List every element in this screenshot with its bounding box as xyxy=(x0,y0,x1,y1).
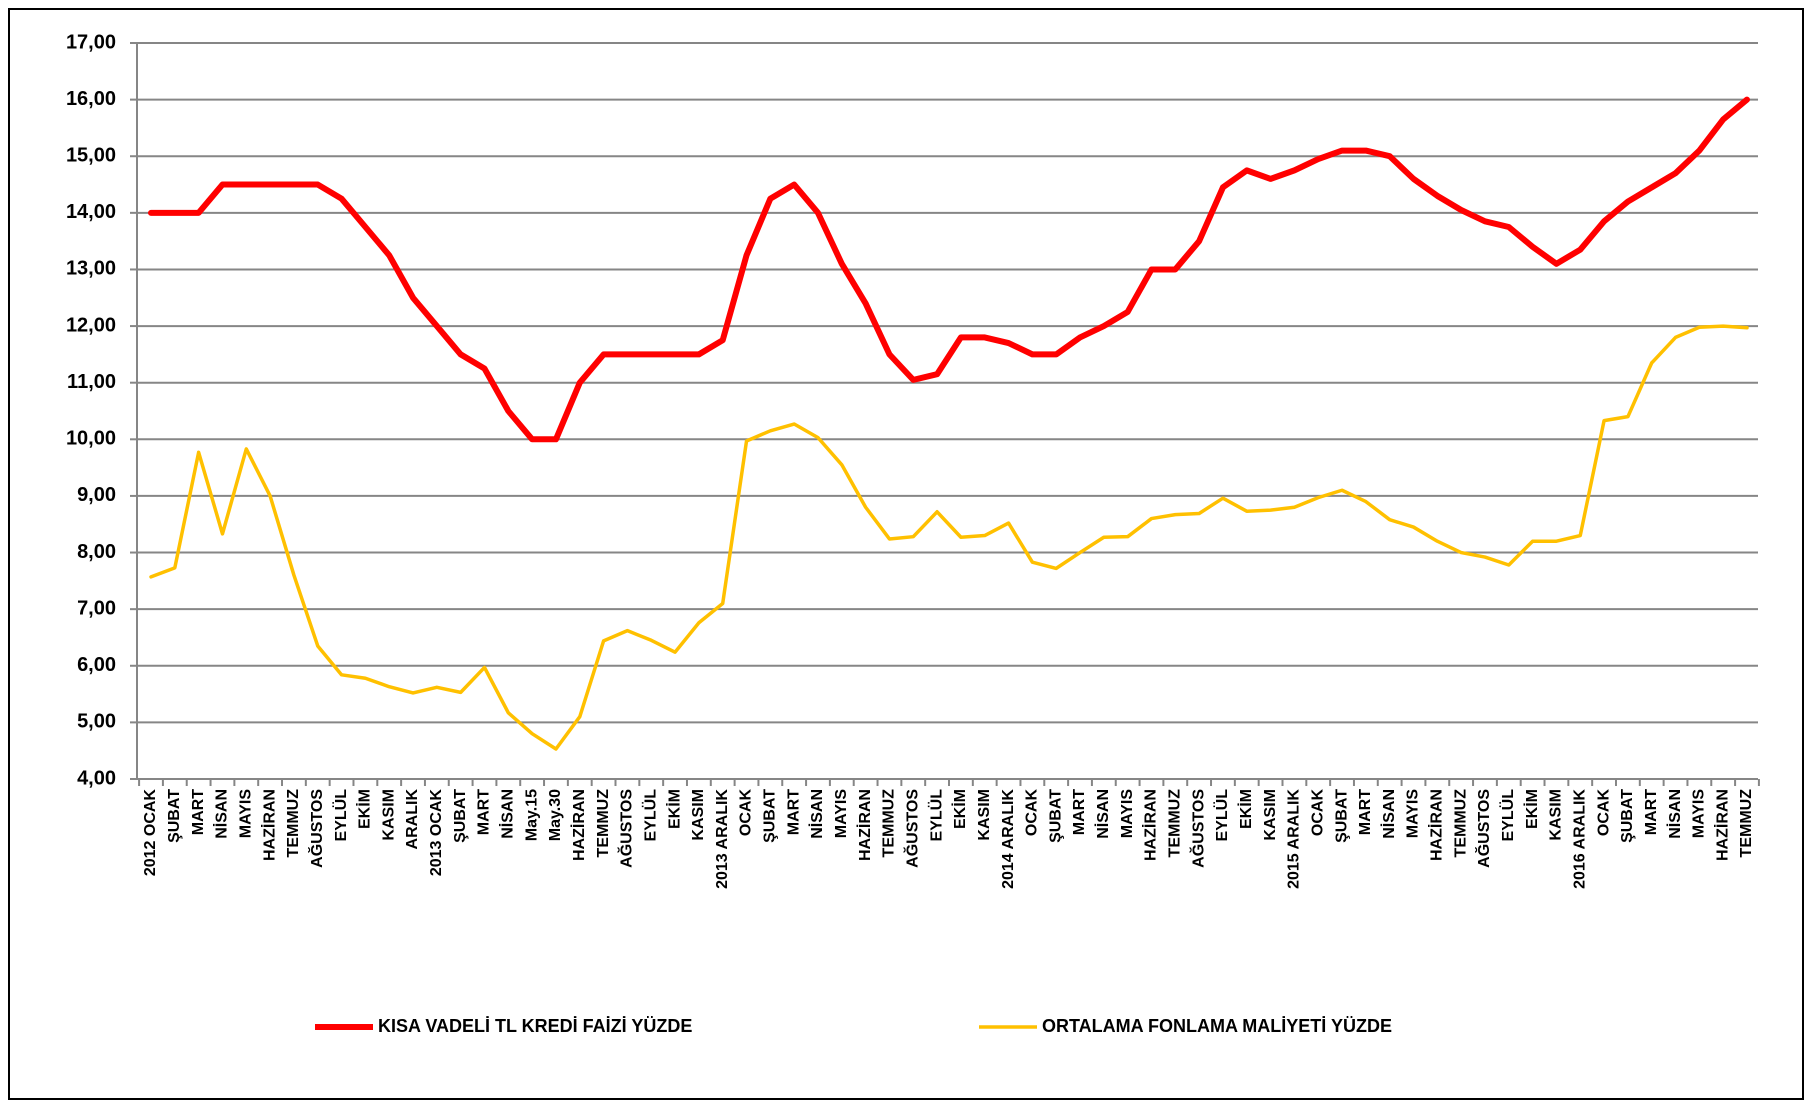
legend-label: ORTALAMA FONLAMA MALİYETİ YÜZDE xyxy=(1042,1016,1392,1036)
x-tick-label: May.15 xyxy=(523,789,540,841)
x-tick-label: EYLÜL xyxy=(1212,789,1231,842)
chart-border xyxy=(8,8,1804,1100)
x-tick-label: AĞUSTOS xyxy=(617,789,636,868)
x-tick-label: MART xyxy=(1071,789,1088,835)
x-tick-label: OCAK xyxy=(738,789,755,837)
x-tick-label: ŞUBAT xyxy=(1047,789,1064,843)
x-tick-label: KASIM xyxy=(976,789,993,841)
y-tick-label: 17,00 xyxy=(66,31,116,53)
x-tick-label: HAZİRAN xyxy=(1142,789,1160,861)
y-tick-label: 5,00 xyxy=(77,711,116,733)
x-tick-label: MART xyxy=(476,789,493,835)
x-tick-label: KASIM xyxy=(1548,789,1565,841)
x-tick-label: HAZİRAN xyxy=(1713,789,1731,861)
x-tick-label: TEMMUZ xyxy=(1738,789,1755,858)
x-tick-label: EKİM xyxy=(356,789,374,829)
x-tick-label: MART xyxy=(785,789,802,835)
x-tick-label: May.30 xyxy=(547,789,564,841)
x-tick-label: TEMMUZ xyxy=(881,789,898,858)
x-tick-label: MART xyxy=(1357,789,1374,835)
x-tick-label: MART xyxy=(190,789,207,835)
series-line xyxy=(148,96,1750,443)
x-tick-label: MAYIS xyxy=(833,789,850,839)
series-line xyxy=(149,324,1749,751)
x-tick-label: AĞUSTOS xyxy=(1474,789,1493,868)
x-tick-label: EKİM xyxy=(1237,789,1255,829)
x-tick-label: ŞUBAT xyxy=(1619,789,1636,843)
x-tick-label: 2015 ARALIK xyxy=(1286,789,1303,889)
x-tick-label: EYLÜL xyxy=(1498,789,1517,842)
x-tick-label: NİSAN xyxy=(1666,789,1684,839)
x-tick-label: NİSAN xyxy=(808,789,826,839)
x-tick-label: NİSAN xyxy=(213,789,231,839)
x-tick-label: MAYIS xyxy=(1119,789,1136,839)
y-tick-label: 11,00 xyxy=(67,371,116,393)
x-tick-label: OCAK xyxy=(1595,789,1612,837)
x-tick-label: MART xyxy=(1643,789,1660,835)
x-tick-label: KASIM xyxy=(690,789,707,841)
y-tick-label: 14,00 xyxy=(66,201,116,223)
x-tick-label: ŞUBAT xyxy=(452,789,469,843)
x-tick-label: AĞUSTOS xyxy=(1188,789,1207,868)
x-tick-label: KASIM xyxy=(1262,789,1279,841)
x-tick-label: NİSAN xyxy=(499,789,517,839)
x-tick-label: OCAK xyxy=(1309,789,1326,837)
y-tick-label: 6,00 xyxy=(77,654,116,676)
x-tick-label: 2012 OCAK xyxy=(142,789,159,877)
x-tick-label: TEMMUZ xyxy=(1167,789,1184,858)
x-tick-label: TEMMUZ xyxy=(285,789,302,858)
x-tick-label: AĞUSTOS xyxy=(902,789,921,868)
x-tick-label: MAYIS xyxy=(1405,789,1422,839)
y-tick-label: 4,00 xyxy=(77,767,116,789)
x-tick-label: ŞUBAT xyxy=(166,789,183,843)
x-tick-label: 2013 OCAK xyxy=(428,789,445,877)
x-tick-label: OCAK xyxy=(1024,789,1041,837)
x-tick-label: TEMMUZ xyxy=(1452,789,1469,858)
x-tick-label: ŞUBAT xyxy=(762,789,779,843)
x-tick-label: EYLÜL xyxy=(640,789,659,842)
y-tick-label: 16,00 xyxy=(66,88,116,110)
x-tick-label: EYLÜL xyxy=(926,789,945,842)
x-tick-label: ARALIK xyxy=(404,789,421,850)
x-tick-label: MAYIS xyxy=(238,789,255,839)
x-tick-label: KASIM xyxy=(380,789,397,841)
x-tick-label: HAZİRAN xyxy=(1428,789,1446,861)
x-tick-label: MAYIS xyxy=(1691,789,1708,839)
legend-label: KISA VADELİ TL KREDİ FAİZİ YÜZDE xyxy=(378,1016,692,1036)
x-tick-label: ŞUBAT xyxy=(1333,789,1350,843)
x-tick-label: EKİM xyxy=(951,789,969,829)
y-tick-label: 9,00 xyxy=(77,484,116,506)
y-tick-label: 12,00 xyxy=(66,314,116,336)
x-tick-label: 2014 ARALIK xyxy=(1000,789,1017,889)
x-tick-label: 2016 ARALIK xyxy=(1571,789,1588,889)
x-tick-label: NİSAN xyxy=(1094,789,1112,839)
y-tick-label: 7,00 xyxy=(77,597,116,619)
x-tick-label: HAZİRAN xyxy=(570,789,588,861)
x-tick-label: EYLÜL xyxy=(331,789,350,842)
x-tick-label: HAZİRAN xyxy=(856,789,874,861)
x-tick-label: EKİM xyxy=(665,789,683,829)
y-tick-label: 10,00 xyxy=(66,428,116,450)
x-tick-label: NİSAN xyxy=(1380,789,1398,839)
x-tick-label: HAZİRAN xyxy=(260,789,278,861)
x-tick-label: 2013 ARALIK xyxy=(714,789,731,889)
y-tick-label: 8,00 xyxy=(77,541,116,563)
x-tick-label: TEMMUZ xyxy=(595,789,612,858)
y-tick-label: 15,00 xyxy=(66,145,116,167)
x-tick-label: EKİM xyxy=(1523,789,1541,829)
x-tick-label: AĞUSTOS xyxy=(307,789,326,868)
y-tick-label: 13,00 xyxy=(66,258,116,280)
